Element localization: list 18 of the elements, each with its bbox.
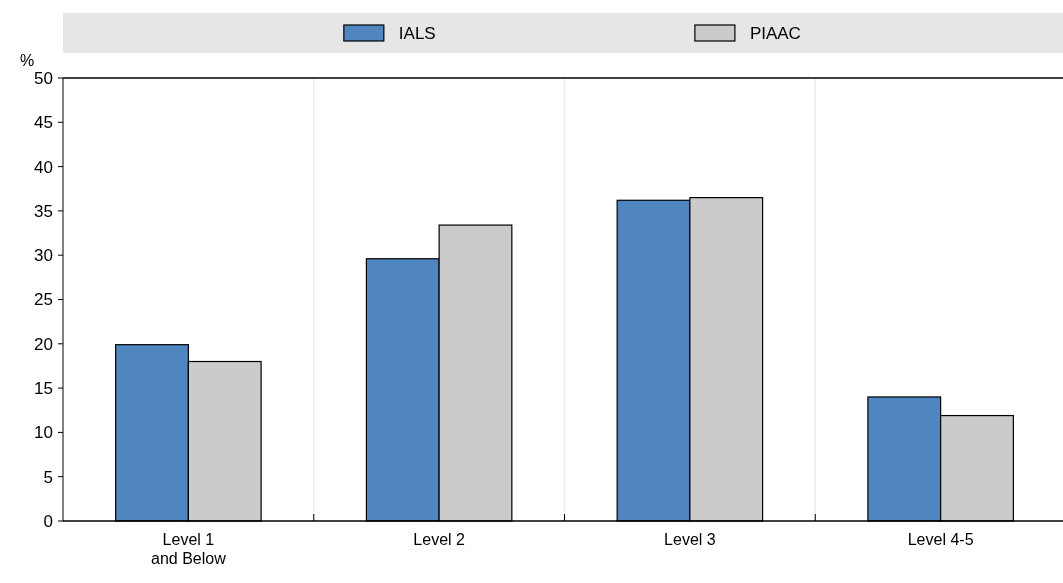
y-tick-label: 0 [43, 511, 53, 531]
x-tick-label: Level 3 [664, 531, 716, 548]
y-axis-title: % [20, 52, 35, 69]
legend-label: PIAAC [749, 24, 801, 43]
y-tick-label: 10 [34, 423, 53, 443]
x-tick-label: Level 2 [413, 531, 466, 548]
y-tick-label: 15 [34, 379, 53, 399]
y-tick-label: 20 [34, 334, 53, 354]
x-tick-label: Level 1 and Below [151, 531, 227, 568]
y-tick-label: 30 [34, 246, 53, 266]
y-tick-label: 5 [43, 467, 53, 487]
y-tick-label: 25 [34, 290, 53, 310]
y-tick-label: 45 [34, 113, 53, 133]
y-tick-label: 40 [34, 157, 53, 177]
legend-label: IALS [398, 24, 436, 43]
y-tick-label: 50 [34, 68, 53, 88]
y-tick-label: 35 [34, 201, 53, 221]
x-tick-label: Level 4-5 [907, 531, 974, 548]
